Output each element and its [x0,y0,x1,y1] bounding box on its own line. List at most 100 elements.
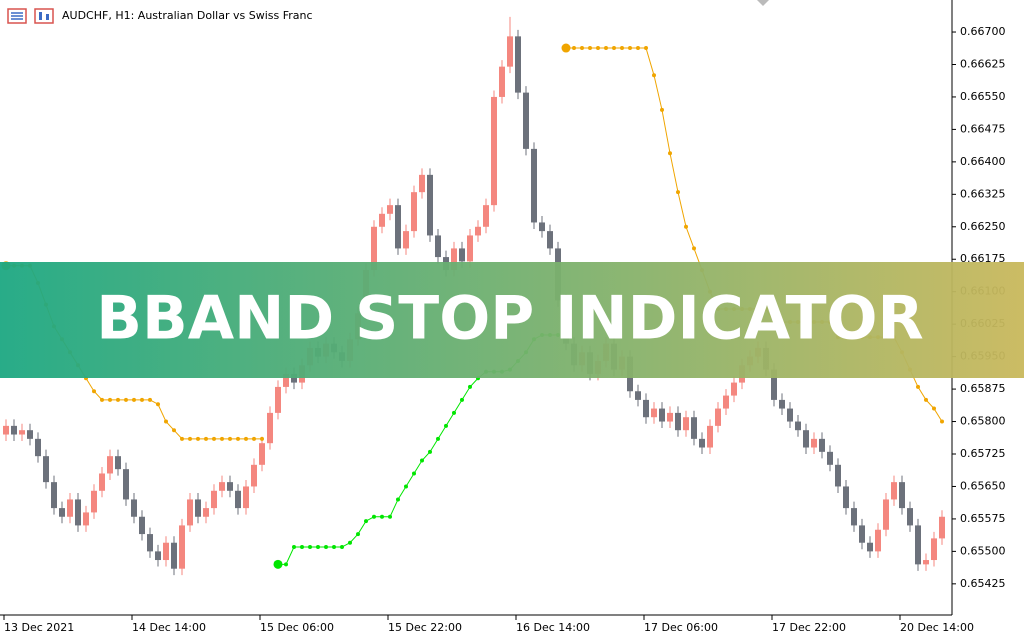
candle-body [923,560,929,565]
stop-dot [940,419,944,424]
candle-body [523,92,529,149]
stop-dot [420,458,424,463]
stop-dot [460,397,464,402]
icon [34,8,54,24]
stop-dot [636,46,640,51]
candle-body [827,451,833,465]
candle-body [699,438,705,448]
stop-dot [916,384,920,389]
stop-dot [132,397,136,402]
stop-dot [364,519,368,524]
candle-body [891,482,897,500]
stop-dot [236,436,240,441]
stop-dot [572,46,576,51]
candle-body [907,508,913,526]
candle-body [267,412,273,444]
stop-dot [260,436,264,441]
candle-body [187,499,193,526]
candle-body [99,473,105,491]
banner-background [0,262,1024,378]
stop-dot [292,545,296,550]
candle-body [651,408,657,418]
candle-body [211,490,217,509]
candle-body [435,235,441,258]
candle-body [395,205,401,249]
y-tick-label: 0.65875 [960,382,1006,395]
candle-body [547,231,553,249]
candle-body [419,174,425,193]
stop-dot [164,419,168,424]
stop-dot [300,545,304,550]
stop-dot [220,436,224,441]
candle-body [643,399,649,418]
stop-dot [180,436,184,441]
candle-body [659,408,665,422]
stop-dot [356,532,360,537]
y-tick-label: 0.66400 [960,155,1006,168]
stop-dot [156,402,160,407]
stop-dot [444,423,448,428]
y-tick-label: 0.66175 [960,252,1006,265]
stop-dot [172,428,176,433]
stop-dot [580,46,584,51]
candle-body [19,430,25,435]
candle-body [851,508,857,526]
chart-title: AUDCHF, H1: Australian Dollar vs Swiss F… [62,9,313,22]
candle-body [427,174,433,236]
icon [39,12,42,20]
candle-body [155,551,161,561]
y-tick-label: 0.66475 [960,122,1006,135]
x-tick-label: 14 Dec 14:00 [132,621,206,634]
y-tick-label: 0.65425 [960,577,1006,590]
stop-dot [652,73,656,78]
x-tick-label: 17 Dec 06:00 [644,621,718,634]
candle-body [11,425,17,435]
candle-body [195,499,201,517]
stop-dot [428,449,432,454]
x-tick-label: 16 Dec 14:00 [516,621,590,634]
candle-body [771,369,777,400]
stop-dot [273,559,283,569]
candle-body [795,421,801,431]
candle-body [939,516,945,539]
stop-dot [388,514,392,519]
stop-dot [380,514,384,519]
candle-body [51,482,57,509]
candle-body [251,464,257,487]
candle-body [171,542,177,569]
candle-body [387,205,393,214]
candle-body [787,408,793,422]
stop-dot [212,436,216,441]
candle-body [179,525,185,569]
stop-dot [404,484,408,489]
candle-body [219,482,225,491]
candle-body [283,373,289,387]
stop-dot [452,410,456,415]
stop-dot [188,436,192,441]
candle-body [67,499,73,517]
candle-body [3,425,9,435]
y-tick-label: 0.65800 [960,415,1006,428]
stop-dot [684,224,688,229]
stop-dot [92,389,96,394]
candle-body [867,542,873,552]
stop-dot [628,46,632,51]
stop-dot [348,540,352,545]
x-tick-label: 15 Dec 22:00 [388,621,462,634]
candle-body [259,443,265,465]
candle-body [515,36,521,93]
candle-body [691,417,697,439]
candle-body [59,508,65,517]
stop-dot [932,406,936,411]
candle-body [75,499,81,526]
candle-body [139,516,145,535]
candle-body [835,464,841,487]
x-tick-label: 17 Dec 22:00 [772,621,846,634]
x-tick-label: 15 Dec 06:00 [260,621,334,634]
candle-body [403,231,409,249]
stop-dot [588,46,592,51]
x-tick-label: 13 Dec 2021 [4,621,74,634]
stop-dot [620,46,624,51]
candle-body [635,391,641,400]
stop-dot [604,46,608,51]
